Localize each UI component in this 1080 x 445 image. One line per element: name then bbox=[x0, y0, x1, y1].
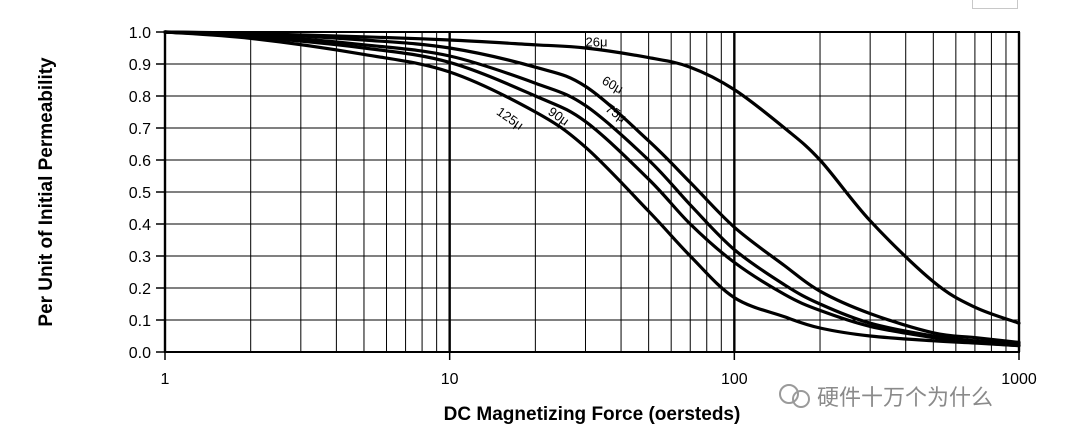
y-tick-label: 0.7 bbox=[129, 121, 151, 138]
x-tick-label: 1000 bbox=[1001, 371, 1037, 388]
wechat-icon bbox=[779, 384, 799, 404]
y-tick-label: 0.1 bbox=[129, 313, 151, 330]
curve-75u bbox=[163, 30, 1021, 346]
y-tick-label: 0.8 bbox=[129, 89, 151, 106]
curve-label: 60μ bbox=[599, 73, 626, 97]
y-tick-label: 0.0 bbox=[129, 345, 151, 362]
watermark-text: 硬件十万个为什么 bbox=[817, 386, 993, 411]
y-tick-label: 1.0 bbox=[129, 25, 151, 42]
x-tick-label: 10 bbox=[441, 371, 459, 388]
curve-60u bbox=[163, 30, 1021, 344]
curve-26u bbox=[163, 30, 1021, 325]
curve-label: 26μ bbox=[585, 34, 607, 49]
y-tick-label: 0.4 bbox=[129, 217, 151, 234]
x-tick-labels: 1 10 100 1000 bbox=[161, 371, 1037, 388]
y-tick-label: 0.3 bbox=[129, 249, 151, 266]
y-tick-label: 0.6 bbox=[129, 153, 151, 170]
x-tick-label: 1 bbox=[161, 371, 170, 388]
watermark: 硬件十万个为什么 bbox=[779, 384, 993, 411]
y-tick-label: 0.5 bbox=[129, 185, 151, 202]
y-tick-label: 0.9 bbox=[129, 57, 151, 74]
x-tick-label: 100 bbox=[721, 371, 748, 388]
corner-frame bbox=[972, 0, 1018, 9]
curve-label: 90μ bbox=[545, 104, 572, 129]
grid-lines bbox=[156, 31, 1021, 360]
y-tick-label: 0.2 bbox=[129, 281, 151, 298]
curve-90u bbox=[163, 30, 1021, 348]
y-axis-title: Per Unit of Initial Permeability bbox=[36, 57, 57, 327]
x-axis-title: DC Magnetizing Force (oersteds) bbox=[444, 404, 741, 425]
curves bbox=[163, 30, 1021, 348]
y-tick-labels: 0.0 0.1 0.2 0.3 0.4 0.5 0.6 0.7 0.8 0.9 1.0 bbox=[129, 25, 151, 362]
wechat-icon-bubble bbox=[792, 390, 810, 408]
curve-125u bbox=[163, 30, 1021, 348]
